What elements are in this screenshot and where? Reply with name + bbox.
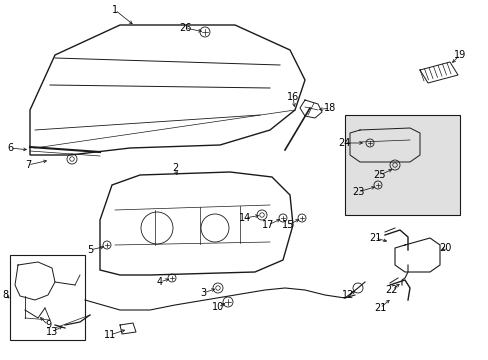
Text: 17: 17 bbox=[261, 220, 274, 230]
Text: 9: 9 bbox=[45, 320, 51, 330]
Text: 20: 20 bbox=[438, 243, 450, 253]
Text: 12: 12 bbox=[341, 290, 353, 300]
Text: 14: 14 bbox=[238, 213, 251, 223]
Text: 19: 19 bbox=[453, 50, 465, 60]
Text: 4: 4 bbox=[157, 277, 163, 287]
Text: 13: 13 bbox=[46, 327, 58, 337]
Text: 6: 6 bbox=[7, 143, 13, 153]
Text: 1: 1 bbox=[112, 5, 118, 15]
Text: 26: 26 bbox=[179, 23, 191, 33]
Text: 16: 16 bbox=[286, 92, 299, 102]
Text: 3: 3 bbox=[200, 288, 205, 298]
Text: 15: 15 bbox=[281, 220, 294, 230]
Bar bbox=[345, 115, 459, 215]
Text: 22: 22 bbox=[385, 285, 397, 295]
Text: 8: 8 bbox=[2, 290, 8, 300]
Text: 25: 25 bbox=[373, 170, 386, 180]
Text: 23: 23 bbox=[351, 187, 364, 197]
Text: 11: 11 bbox=[103, 330, 116, 340]
Text: 18: 18 bbox=[323, 103, 335, 113]
Text: 10: 10 bbox=[211, 302, 224, 312]
Text: 21: 21 bbox=[368, 233, 381, 243]
Text: 5: 5 bbox=[87, 245, 93, 255]
Text: 24: 24 bbox=[337, 138, 349, 148]
Text: 21: 21 bbox=[373, 303, 386, 313]
Text: 2: 2 bbox=[171, 163, 178, 173]
Text: 7: 7 bbox=[25, 160, 31, 170]
Bar bbox=[10, 255, 85, 340]
